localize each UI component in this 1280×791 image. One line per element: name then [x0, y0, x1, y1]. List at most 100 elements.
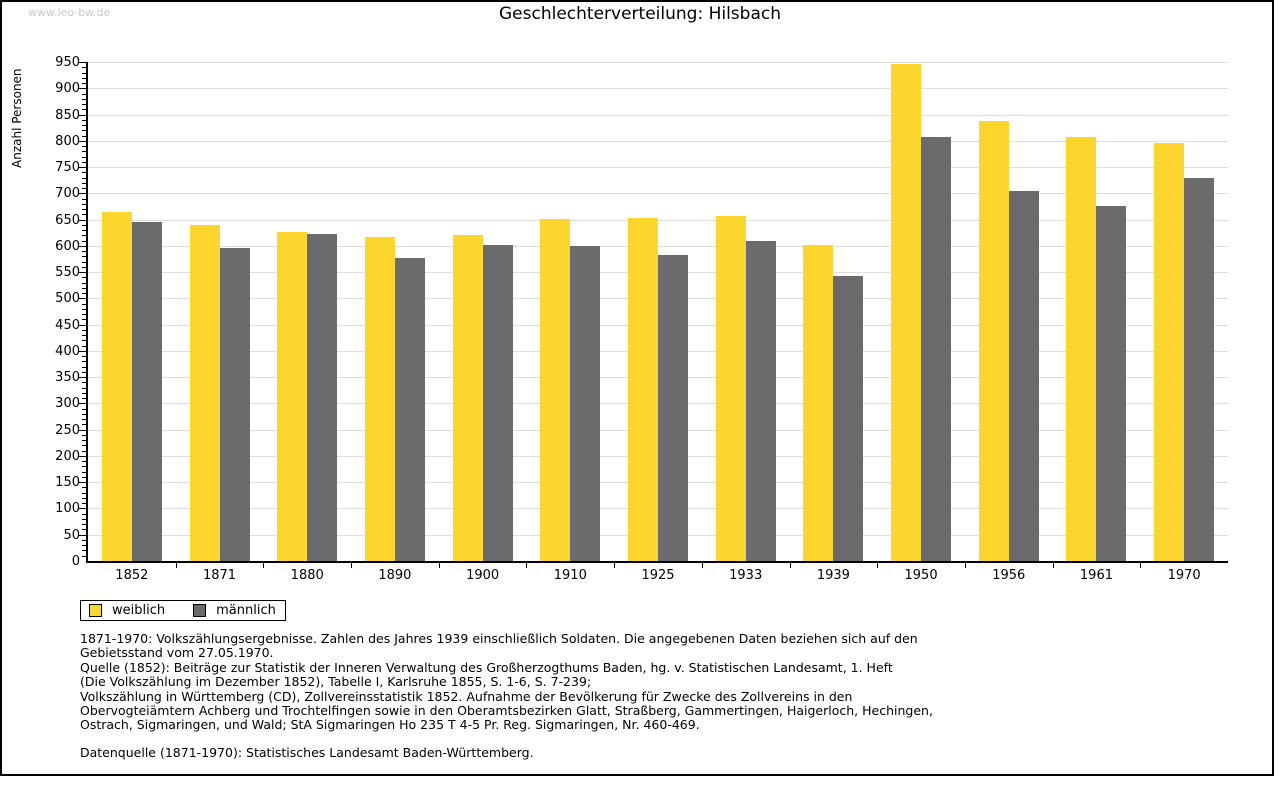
- bar-weiblich-1852: [101, 211, 132, 561]
- legend-item-maennlich: männlich: [193, 603, 276, 618]
- y-minor-tick: [82, 83, 86, 84]
- y-minor-tick: [82, 98, 86, 100]
- bar-weiblich-1939: [803, 245, 834, 561]
- x-axis-line: [86, 561, 1228, 563]
- x-boundary-tick: [263, 563, 265, 568]
- y-tick-label: 500: [55, 291, 80, 307]
- y-major-tick: [79, 508, 86, 510]
- y-tick-label: 550: [55, 265, 80, 281]
- bar-männlich-1939: [833, 276, 864, 561]
- footnote-line: Quelle (1852): Beiträge zur Statistik de…: [80, 659, 893, 675]
- y-minor-tick: [82, 256, 86, 258]
- bar-weiblich-1871: [189, 224, 220, 561]
- x-boundary-tick: [175, 563, 177, 568]
- x-tick-label: 1933: [729, 568, 763, 583]
- footnote-line: 1871-1970: Volkszählungsergebnisse. Zahl…: [80, 631, 918, 646]
- x-tick-label: 1871: [202, 568, 237, 583]
- x-boundary-tick: [1052, 563, 1054, 568]
- x-tick-label: 1880: [290, 568, 324, 583]
- y-minor-tick: [82, 287, 86, 289]
- x-tick-label: 1939: [816, 568, 850, 583]
- y-tick-label: 850: [55, 107, 80, 123]
- y-minor-tick: [82, 340, 86, 342]
- x-tick-label: 1900: [466, 568, 500, 583]
- y-axis-line: [86, 62, 88, 563]
- y-minor-tick: [82, 529, 86, 531]
- y-minor-tick: [82, 345, 86, 347]
- y-major-tick: [79, 62, 86, 63]
- y-minor-tick: [82, 487, 86, 489]
- y-minor-tick: [82, 539, 86, 541]
- y-minor-tick: [82, 119, 86, 121]
- y-minor-tick: [82, 303, 86, 305]
- y-minor-tick: [82, 93, 86, 95]
- y-minor-tick: [82, 209, 86, 211]
- y-gridline: [88, 140, 1228, 142]
- x-boundary-tick: [877, 563, 879, 568]
- y-major-tick: [79, 193, 86, 195]
- y-minor-tick: [82, 518, 86, 520]
- y-minor-tick: [82, 466, 86, 468]
- bar-weiblich-1950: [891, 63, 922, 561]
- y-minor-tick: [82, 235, 86, 237]
- y-tick-label: 900: [55, 81, 80, 97]
- y-minor-tick: [82, 445, 86, 447]
- y-major-tick: [79, 377, 86, 379]
- bar-weiblich-1961: [1066, 136, 1097, 561]
- footnote-line: Gebietsstand vom 27.05.1970.: [80, 645, 274, 661]
- y-tick-label: 350: [55, 370, 80, 386]
- bar-weiblich-1925: [628, 218, 658, 561]
- y-minor-tick: [82, 261, 86, 263]
- x-boundary-tick: [701, 563, 703, 568]
- y-tick-label: 50: [63, 527, 80, 543]
- legend-label-weiblich: weiblich: [112, 603, 166, 618]
- bar-männlich-1871: [219, 247, 250, 561]
- y-minor-tick: [82, 356, 86, 358]
- y-minor-tick: [82, 72, 86, 74]
- bar-weiblich-1900: [452, 234, 483, 561]
- site-watermark: www.leo-bw.de: [28, 6, 111, 19]
- y-minor-tick: [82, 277, 86, 279]
- bar-weiblich-1933: [715, 216, 746, 561]
- datasource-line: Datenquelle (1871-1970): Statistisches L…: [80, 744, 534, 760]
- y-minor-tick: [82, 135, 86, 137]
- y-major-tick: [79, 219, 86, 221]
- y-major-tick: [79, 114, 86, 116]
- plot-area: 0 50 100 150 200 250 300 350 400 450 500 550 600 650 7…: [55, 55, 1228, 583]
- y-major-tick: [79, 350, 86, 352]
- y-minor-tick: [82, 335, 86, 337]
- bar-weiblich-1890: [364, 237, 395, 561]
- bar-männlich-1925: [658, 255, 688, 561]
- x-tick-label: 1910: [553, 568, 587, 583]
- chart-title: Geschlechterverteilung: Hilsbach: [499, 4, 781, 24]
- y-minor-tick: [82, 413, 86, 415]
- legend-swatch-maennlich: [193, 604, 207, 617]
- y-minor-tick: [82, 188, 86, 190]
- x-tick-label: 1890: [378, 568, 412, 583]
- y-minor-tick: [82, 230, 86, 232]
- x-boundary-tick: [789, 563, 791, 568]
- y-minor-tick: [82, 161, 86, 163]
- y-minor-tick: [82, 251, 86, 253]
- y-minor-tick: [82, 130, 86, 132]
- bar-männlich-1970: [1184, 177, 1215, 561]
- y-tick-label: 650: [55, 212, 80, 228]
- y-major-tick: [79, 167, 86, 169]
- y-minor-tick: [82, 545, 86, 547]
- y-tick-label: 750: [55, 160, 80, 176]
- y-gridline: [88, 114, 1228, 116]
- x-boundary-tick: [964, 563, 966, 568]
- x-boundary-tick: [526, 563, 528, 568]
- y-minor-tick: [82, 361, 86, 363]
- x-tick-label: 1956: [992, 568, 1026, 583]
- footnote-line: Ostrach, Sigmaringen, und Wald; StA Sigm…: [80, 717, 700, 733]
- y-minor-tick: [82, 434, 86, 436]
- bar-weiblich-1910: [540, 219, 571, 561]
- y-gridline: [88, 193, 1228, 195]
- y-major-tick: [79, 534, 86, 536]
- x-tick-label: 1970: [1167, 568, 1201, 583]
- y-minor-tick: [82, 440, 86, 442]
- y-tick-label: 100: [55, 501, 80, 517]
- y-minor-tick: [82, 319, 86, 321]
- y-minor-tick: [82, 177, 86, 179]
